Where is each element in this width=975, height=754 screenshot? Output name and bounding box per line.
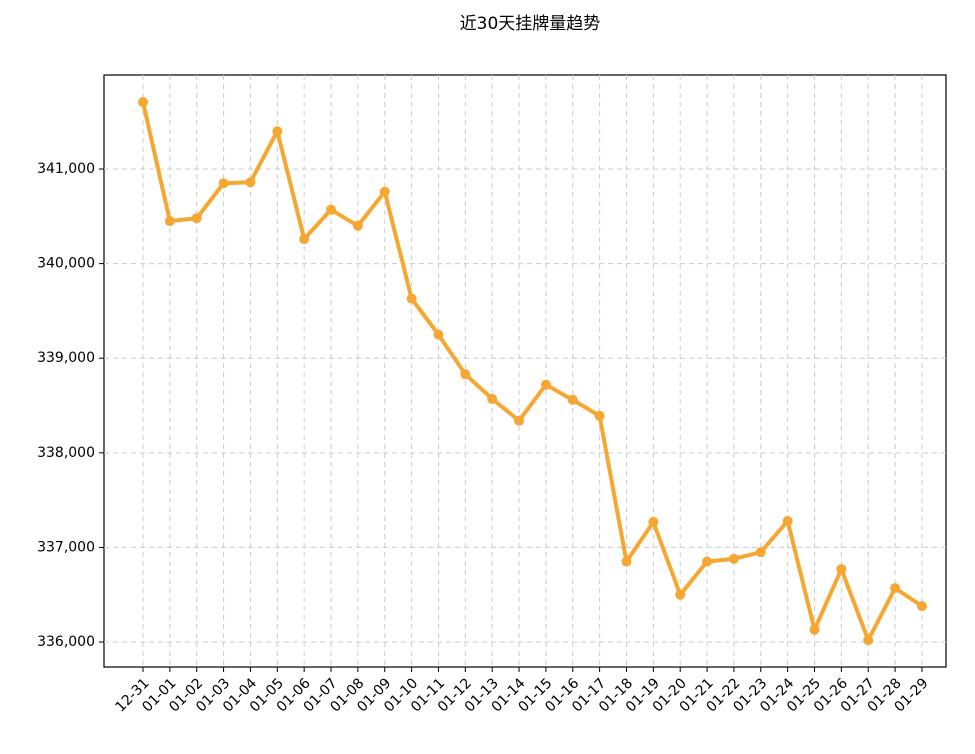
point [916,601,927,612]
point [809,624,820,635]
point [379,186,390,197]
point [514,415,525,426]
point [218,178,229,189]
y-tick-label: 336,000 [37,634,95,650]
y-tick-label: 337,000 [37,539,95,555]
point [245,177,256,188]
plot-frame [103,74,947,668]
point [191,213,202,224]
y-tick-label: 341,000 [37,161,95,177]
point [675,589,686,600]
point [782,515,793,526]
point [540,379,551,390]
y-tick-label: 339,000 [37,350,95,366]
point [460,369,471,380]
point [272,126,283,137]
point [487,393,498,404]
point [138,97,148,108]
point [299,234,310,245]
point [728,553,739,564]
point [755,547,766,558]
point [836,564,847,575]
point [433,329,444,340]
point [326,204,337,215]
point [890,583,901,594]
point [164,216,175,227]
point [352,220,363,231]
y-tick-label: 338,000 [37,445,95,461]
chart-title: 近30天挂牌量趋势 [460,14,601,34]
point [863,635,874,646]
point [702,556,713,567]
y-tick-label: 340,000 [37,256,95,272]
point [406,293,417,304]
point [594,410,605,421]
point [648,516,659,527]
line [141,101,924,643]
point [567,394,578,405]
point [621,556,632,567]
